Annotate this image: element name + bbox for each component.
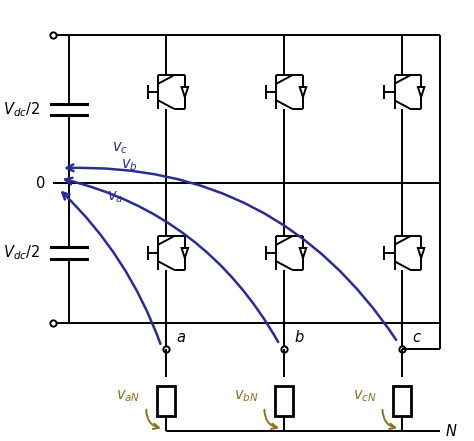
Text: $0$: $0$ (35, 176, 46, 191)
Text: $N$: $N$ (445, 423, 457, 439)
Text: $V_{dc}/2$: $V_{dc}/2$ (3, 243, 40, 262)
Text: $v_b$: $v_b$ (121, 157, 138, 173)
Bar (275, 386, 293, 416)
Bar (393, 386, 411, 416)
Text: $v_{bN}$: $v_{bN}$ (234, 389, 258, 404)
Text: $v_{aN}$: $v_{aN}$ (116, 389, 140, 404)
Text: $v_{cN}$: $v_{cN}$ (353, 389, 376, 404)
Text: $a$: $a$ (175, 330, 185, 345)
Bar (157, 386, 175, 416)
Text: $b$: $b$ (294, 329, 304, 345)
Text: $v_a$: $v_a$ (107, 190, 123, 205)
Text: $c$: $c$ (412, 330, 422, 345)
Text: $V_{dc}/2$: $V_{dc}/2$ (3, 100, 40, 119)
Text: $v_c$: $v_c$ (112, 140, 128, 156)
